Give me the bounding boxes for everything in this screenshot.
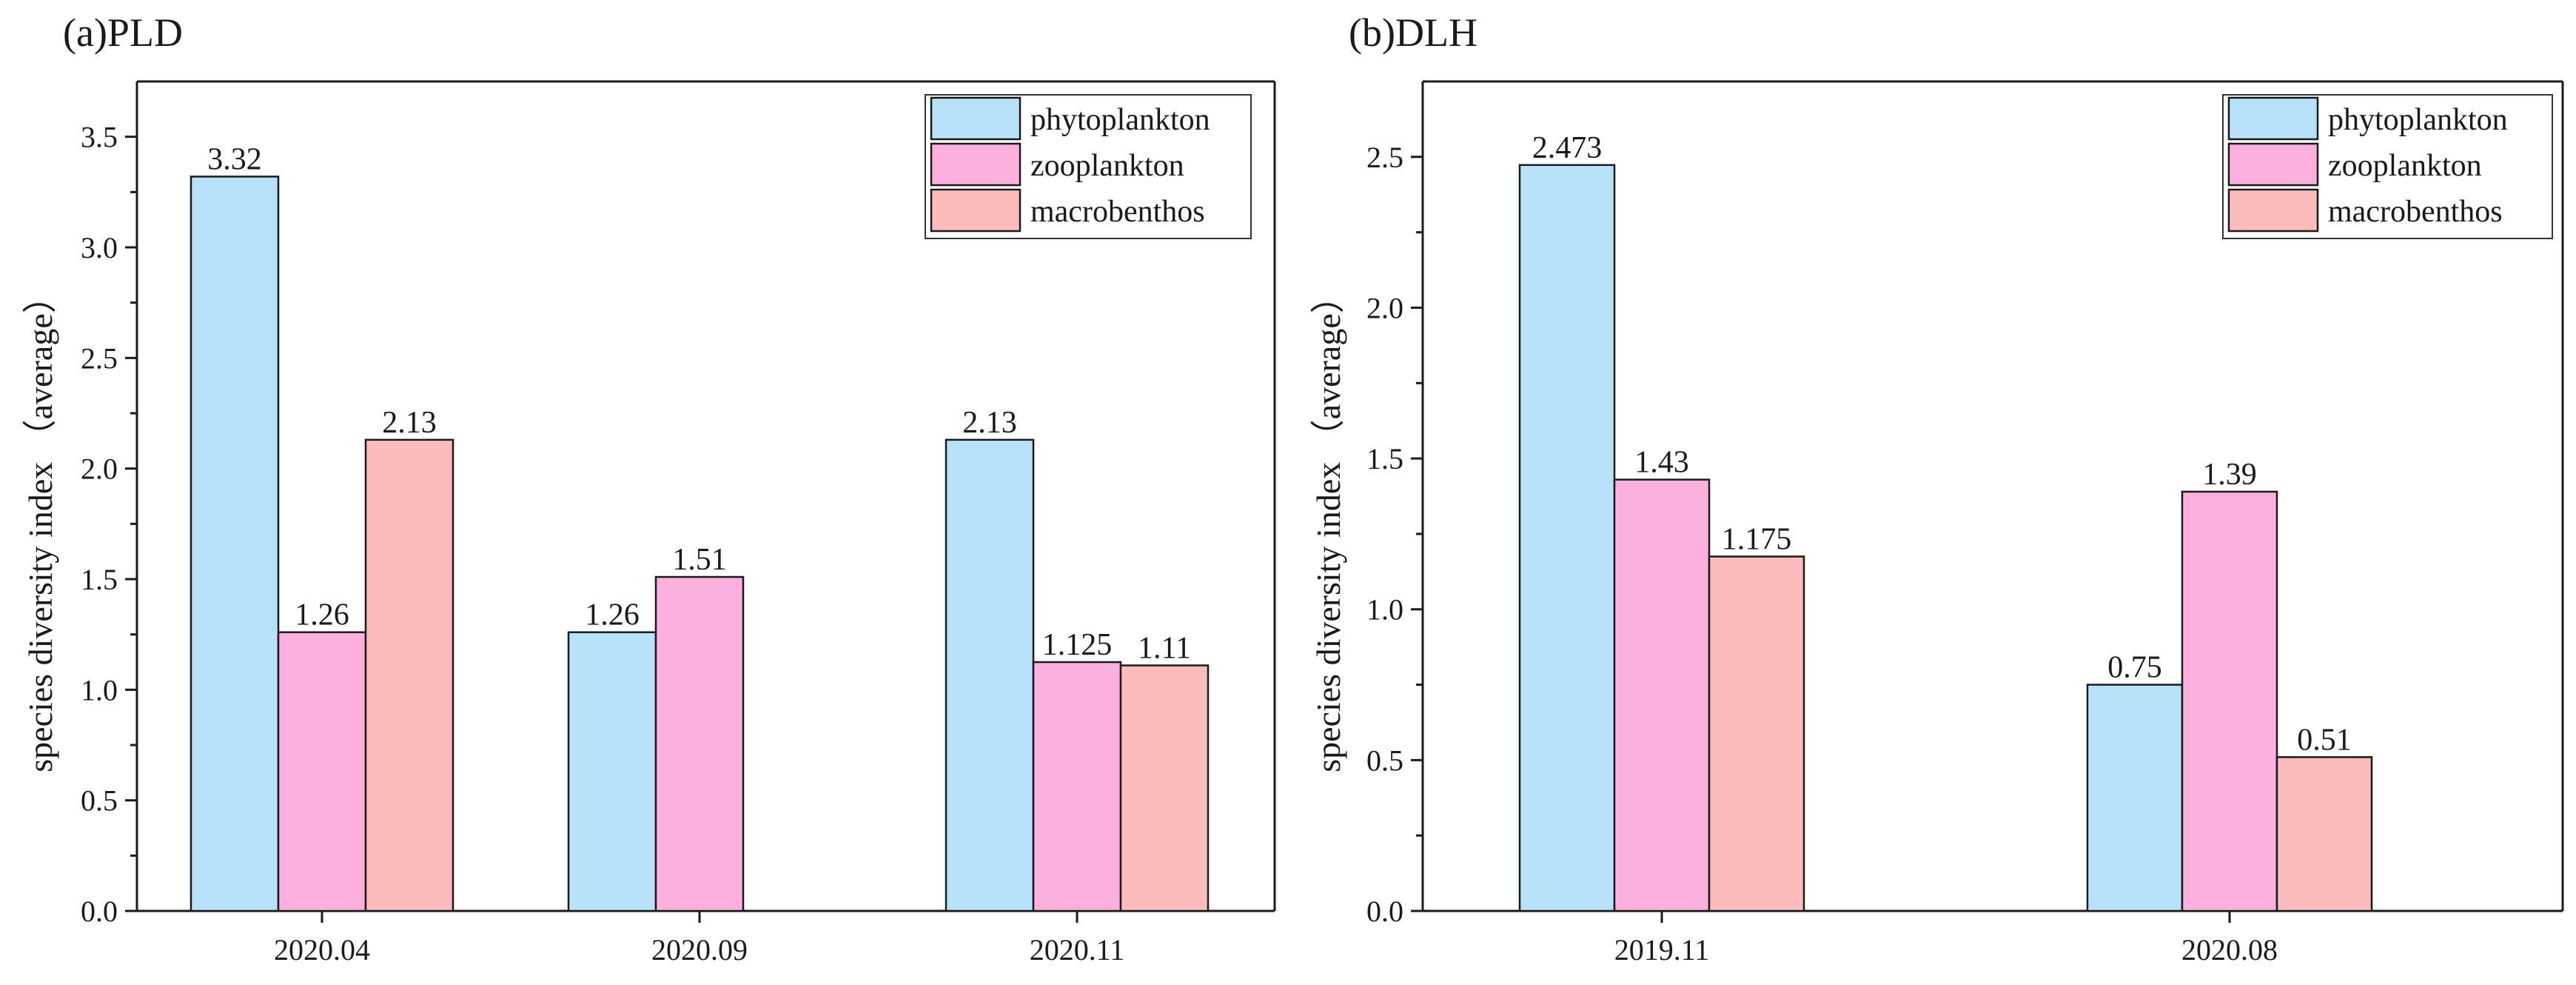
data-label: 2.13 [962, 406, 1017, 440]
legend-label-zooplankton: zooplankton [2328, 149, 2482, 183]
bar-phytoplankton-2020-09 [567, 631, 657, 912]
bar-zooplankton-2019-11 [1613, 478, 1711, 912]
legend-pld: phytoplankton zooplankton macrobenthos [925, 94, 1252, 239]
x-tick-label: 2020.11 [1030, 933, 1125, 966]
bar-macrobenthos-2020-08 [2275, 756, 2373, 912]
data-label: 1.175 [1722, 522, 1792, 556]
legend-label-phytoplankton: phytoplankton [1030, 103, 1210, 137]
legend-swatch-phytoplankton [2227, 96, 2319, 141]
x-tick-label: 2020.08 [2181, 933, 2278, 966]
y-tick-label: 0.5 [1366, 744, 1403, 777]
y-tick-label: 3.0 [81, 231, 118, 264]
data-label: 1.51 [672, 543, 727, 577]
y-axis-title-dlh: species diversity index （average） [1309, 279, 1347, 772]
y-tick-label: 1.0 [1366, 593, 1403, 627]
legend-swatch-zooplankton [930, 142, 1022, 187]
panel-title-pld: (a)PLD [63, 10, 183, 55]
chart-panel-dlh: (b)DLH species diversity index （average）… [1309, 10, 2564, 966]
y-axis-title-pld: species diversity index （average） [21, 279, 59, 772]
data-label: 1.26 [585, 598, 640, 632]
legend-dlh: phytoplankton zooplankton macrobenthos [2222, 94, 2553, 239]
y-tick-label: 1.5 [1366, 442, 1403, 475]
bar-zooplankton-2020-08 [2181, 490, 2278, 912]
legend-swatch-macrobenthos [2227, 188, 2319, 233]
y-tick-label: 2.5 [81, 341, 118, 375]
data-label: 2.473 [1532, 131, 1603, 165]
y-tick-label: 2.0 [1366, 291, 1403, 324]
y-tick-label: 0.0 [81, 895, 118, 928]
legend-label-macrobenthos: macrobenthos [1030, 195, 1205, 229]
legend-label-phytoplankton: phytoplankton [2328, 103, 2508, 137]
bar-phytoplankton-2020-04 [189, 176, 280, 912]
legend-label-macrobenthos: macrobenthos [2328, 195, 2503, 229]
y-tick-label: 1.0 [81, 673, 118, 707]
y-tick-label: 3.5 [81, 121, 118, 154]
legend-swatch-phytoplankton [930, 96, 1022, 141]
bar-zooplankton-2020-09 [654, 575, 745, 912]
y-tick-label: 0.0 [1366, 895, 1403, 928]
bar-zooplankton-2020-11 [1032, 661, 1122, 912]
data-label: 1.43 [1634, 446, 1689, 480]
data-label: 1.11 [1138, 631, 1191, 665]
bar-phytoplankton-2019-11 [1518, 164, 1616, 912]
y-tick-label: 2.0 [81, 453, 118, 486]
bar-macrobenthos-2020-11 [1119, 664, 1210, 912]
bar-macrobenthos-2020-04 [364, 438, 455, 912]
data-label: 3.32 [207, 142, 262, 176]
x-tick-label: 2020.09 [651, 933, 748, 966]
bar-zooplankton-2020-04 [277, 631, 367, 912]
data-label: 1.26 [295, 598, 349, 632]
panel-title-dlh: (b)DLH [1349, 10, 1477, 55]
bar-macrobenthos-2019-11 [1708, 555, 1805, 912]
x-tick-label: 2020.04 [274, 933, 370, 966]
y-tick-label: 0.5 [81, 784, 118, 818]
x-tick-label: 2019.11 [1614, 933, 1710, 966]
legend-swatch-macrobenthos [930, 188, 1022, 233]
data-label: 1.39 [2202, 458, 2257, 492]
data-label: 2.13 [382, 406, 437, 440]
data-label: 0.51 [2297, 723, 2352, 757]
plot-area-dlh: 0.0 0.5 1.0 1.5 2.0 2.5 2019.11 2.473 1.43 1.175 2… [1366, 80, 2564, 966]
legend-swatch-zooplankton [2227, 142, 2319, 187]
y-tick-label: 1.5 [81, 563, 118, 596]
plot-area-pld: 0.0 0.5 1.0 1.5 2.0 2.5 3.0 3.5 2020.04 3.32 1.26 2… [81, 80, 1276, 966]
data-label: 1.125 [1042, 628, 1113, 662]
data-label: 0.75 [2107, 651, 2162, 685]
bar-phytoplankton-2020-08 [2086, 684, 2184, 912]
legend-label-zooplankton: zooplankton [1030, 149, 1184, 183]
bar-phytoplankton-2020-11 [945, 438, 1035, 912]
y-tick-label: 2.5 [1366, 141, 1403, 174]
chart-panel-pld: (a)PLD species diversity index （average）… [21, 10, 1276, 966]
